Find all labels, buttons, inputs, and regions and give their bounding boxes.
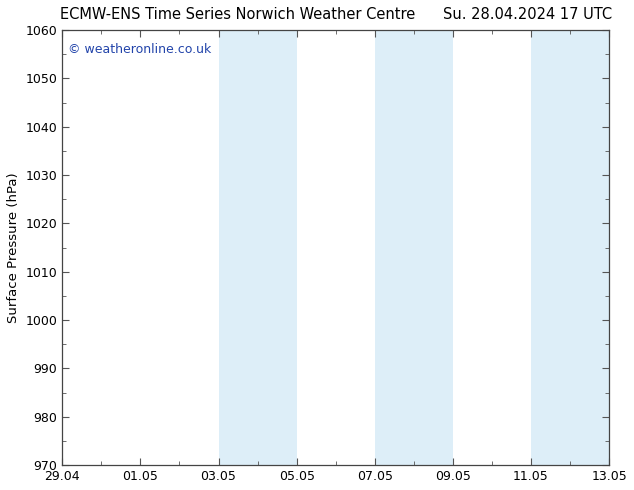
Bar <box>219 30 297 465</box>
Y-axis label: Surface Pressure (hPa): Surface Pressure (hPa) <box>7 172 20 323</box>
Bar <box>375 30 453 465</box>
Text: © weatheronline.co.uk: © weatheronline.co.uk <box>68 43 211 56</box>
Title: ECMW-ENS Time Series Norwich Weather Centre      Su. 28.04.2024 17 UTC: ECMW-ENS Time Series Norwich Weather Cen… <box>60 7 612 22</box>
Bar <box>531 30 609 465</box>
